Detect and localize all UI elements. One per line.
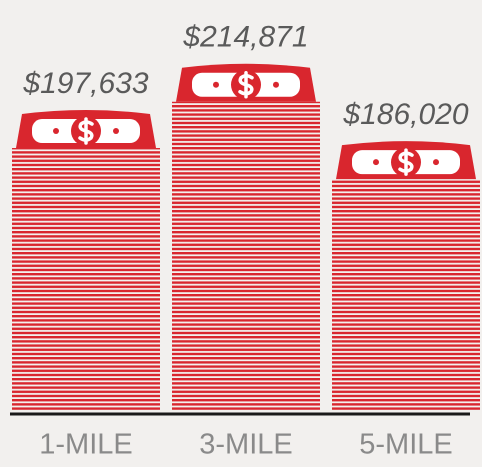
x-tick-label: 3-MILE <box>199 429 292 461</box>
value-label: $197,633 <box>22 67 148 100</box>
bill-icon <box>336 141 476 180</box>
value-label: $186,020 <box>342 98 468 131</box>
value-label: $214,871 <box>182 21 308 54</box>
bill-dot <box>213 81 219 88</box>
bill-icon <box>16 110 156 149</box>
bill-dot <box>53 128 59 135</box>
x-tick-label: 5-MILE <box>359 429 452 461</box>
bar <box>12 148 160 410</box>
dollar-sign <box>398 148 414 176</box>
dollar-sign <box>238 71 254 99</box>
bar <box>172 101 320 410</box>
bar <box>332 179 480 410</box>
bill-dot <box>433 159 439 166</box>
bill-dot <box>373 159 379 166</box>
bill-dot <box>273 81 279 88</box>
bill-dot <box>113 128 119 135</box>
x-tick-label: 1-MILE <box>39 429 132 461</box>
bill-icon <box>176 63 316 102</box>
dollar-sign <box>78 117 94 145</box>
